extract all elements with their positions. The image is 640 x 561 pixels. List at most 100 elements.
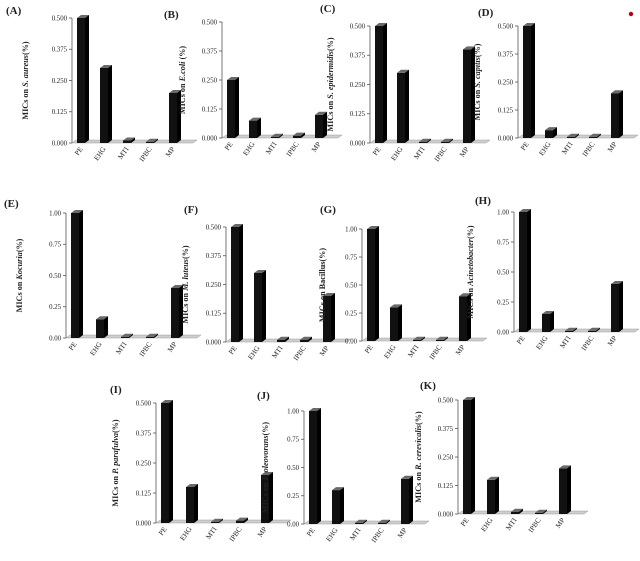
y-axis-label: MICs on S. capitis(%) xyxy=(473,43,482,120)
panel-label: (G) xyxy=(320,204,336,216)
bar xyxy=(169,93,177,143)
x-category-label: PE xyxy=(371,145,383,157)
bar-side xyxy=(573,327,577,332)
bar xyxy=(523,26,531,138)
bar xyxy=(77,18,85,143)
bar xyxy=(463,400,471,514)
x-category-label: MTI xyxy=(271,344,285,360)
bar xyxy=(565,330,573,332)
bar-side xyxy=(301,132,305,138)
x-category-label: MP xyxy=(164,146,177,159)
y-tick-label: 0.125 xyxy=(202,106,218,113)
x-category-label: MTI xyxy=(117,145,131,161)
chart-panel: (G) MICs on Bacillus(%) 0.00 0.25 0.50 0.75 1.… xyxy=(318,204,488,361)
x-category-label: EHG xyxy=(247,345,262,362)
bar xyxy=(611,284,619,332)
x-category-label: MP xyxy=(554,517,567,530)
bar xyxy=(254,273,262,342)
bar-side xyxy=(262,270,266,342)
bar-side xyxy=(85,15,89,143)
y-tick-label: 0.000 xyxy=(202,135,218,142)
bar-side xyxy=(383,23,387,143)
bar-side xyxy=(409,475,413,524)
y-tick-label: 0.75 xyxy=(497,239,509,246)
bar xyxy=(96,319,104,338)
x-category-label: IPBC xyxy=(581,140,597,158)
bar-side xyxy=(619,281,623,332)
x-category-label: EHG xyxy=(383,344,398,361)
x-category-label: PE xyxy=(459,516,471,528)
x-category-label: MTI xyxy=(205,525,219,541)
bar xyxy=(397,72,405,143)
y-axis-label: MICs on Acinetobacter(%) xyxy=(466,225,475,319)
bar xyxy=(535,512,543,514)
x-category-label: MTI xyxy=(115,340,129,356)
x-category-label: MP xyxy=(318,345,331,358)
x-category-label: IPBC xyxy=(428,343,444,361)
y-tick-label: 0.00 xyxy=(497,329,509,336)
bar-side xyxy=(471,46,475,143)
bar xyxy=(436,339,444,341)
bar xyxy=(441,141,449,143)
bar-side xyxy=(363,519,367,524)
panel-label: (A) xyxy=(6,5,22,17)
x-category-label: MTI xyxy=(413,145,427,161)
bar-side xyxy=(427,138,431,143)
bar-side xyxy=(317,408,321,524)
y-tick-label: 0.250 xyxy=(350,82,366,89)
bar xyxy=(249,120,257,138)
bar-side xyxy=(527,209,531,332)
y-tick-label: 0.000 xyxy=(498,135,514,142)
panel-label: (K) xyxy=(420,380,436,392)
y-tick-label: 0.00 xyxy=(287,521,299,528)
chart-panel: (D) MICs on S. capitis(%) 0.000 0.125 0.250 0… xyxy=(473,7,639,158)
bar xyxy=(271,136,279,138)
bar xyxy=(309,411,317,524)
bar-side xyxy=(467,293,471,341)
x-category-label: IPBC xyxy=(527,516,543,534)
y-tick-label: 1.00 xyxy=(49,210,61,217)
bar-side xyxy=(108,65,112,143)
y-tick-label: 0.50 xyxy=(497,269,509,276)
bar-side xyxy=(375,226,379,341)
y-tick-label: 0.50 xyxy=(345,282,357,289)
bar xyxy=(487,479,495,514)
x-category-label: MP xyxy=(256,526,269,539)
bar-side xyxy=(619,90,623,138)
bar xyxy=(378,522,386,524)
bar-side xyxy=(104,316,108,338)
bar xyxy=(293,135,301,138)
panel-label: (I) xyxy=(110,384,122,396)
x-category-label: MTI xyxy=(349,526,363,542)
x-category-label: MP xyxy=(310,141,323,154)
y-tick-label: 1.00 xyxy=(345,226,357,233)
y-tick-label: 0.50 xyxy=(287,465,299,472)
y-axis-label: MICs on R. cerevicalis(%) xyxy=(414,411,423,503)
x-category-label: MP xyxy=(458,146,471,159)
y-axis-label: MICs on Bacillus(%) xyxy=(318,248,327,322)
y-tick-label: 0.000 xyxy=(52,140,68,147)
panel-label: (F) xyxy=(184,204,198,216)
bar-side xyxy=(550,311,554,332)
y-tick-label: 0.000 xyxy=(350,140,366,147)
bar-side xyxy=(567,465,571,514)
x-category-label: PE xyxy=(515,334,527,346)
y-tick-label: 0.250 xyxy=(438,454,454,461)
x-category-label: EHG xyxy=(535,335,550,352)
bar-side xyxy=(323,111,327,138)
x-category-label: IPBC xyxy=(292,344,308,362)
bar-side xyxy=(239,224,243,342)
y-axis-label: MICs on P. oleovorans(%) xyxy=(261,422,270,514)
bar-side xyxy=(131,137,135,143)
bar-side xyxy=(421,336,425,341)
bar-side xyxy=(79,210,83,338)
y-tick-label: 0.25 xyxy=(345,310,357,317)
x-category-label: MP xyxy=(396,527,409,540)
x-category-label: MP xyxy=(606,335,619,348)
bar-side xyxy=(154,138,158,143)
y-tick-label: 0.375 xyxy=(136,430,152,437)
x-category-label: PE xyxy=(363,343,375,355)
y-axis-label: MICs on S. epidermidis(%) xyxy=(326,37,335,131)
x-category-label: MP xyxy=(166,341,179,354)
y-tick-label: 0.25 xyxy=(497,299,509,306)
